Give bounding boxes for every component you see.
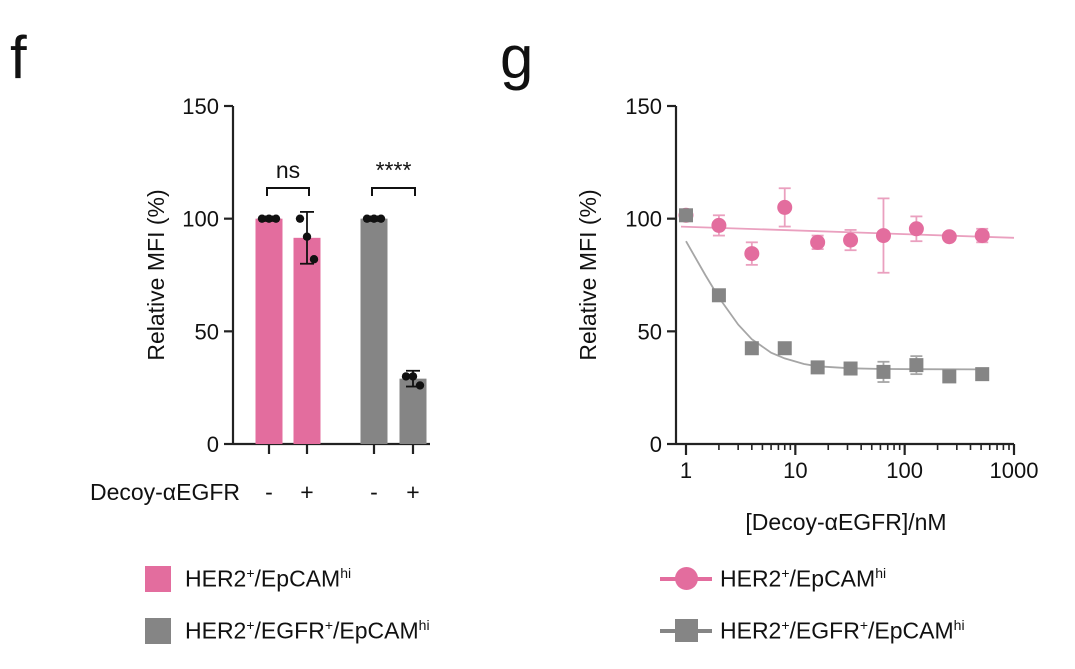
- legend-f-item-1: HER2+/EpCAMhi: [145, 565, 351, 593]
- legend-g-item-1: HER2+/EpCAMhi: [660, 565, 886, 593]
- fit-curve: [680, 225, 1015, 239]
- data-point: [401, 372, 411, 381]
- x-tick-label: 1: [680, 458, 692, 483]
- scatter-chart-panel-g: 0 50 100 150 Relative MFI (%) 1 10 100 1000 [Deco…: [575, 94, 1038, 535]
- legend-g-item-2: HER2+/EGFR+/EpCAMhi: [660, 617, 965, 645]
- data-point-circle: [843, 232, 859, 248]
- data-point-square: [942, 369, 957, 384]
- x-category-label: -: [370, 479, 378, 505]
- y-tick-label: 100: [182, 207, 219, 232]
- legend-f-label-1: HER2+/EpCAMhi: [185, 565, 352, 592]
- y-axis-label: Relative MFI (%): [143, 189, 169, 360]
- bar: [360, 218, 388, 444]
- data-point-circle: [974, 228, 990, 244]
- data-point-square: [975, 367, 990, 382]
- bar: [293, 237, 321, 444]
- data-point: [415, 381, 425, 390]
- significance-bracket: [371, 187, 416, 196]
- y-tick-label: 100: [625, 207, 662, 232]
- bar: [399, 378, 427, 444]
- data-point-square: [876, 364, 891, 379]
- data-point-square: [777, 341, 792, 356]
- data-point-circle: [744, 246, 760, 262]
- panel-f-letter: f: [10, 24, 27, 91]
- bar: [255, 218, 283, 444]
- data-point: [408, 372, 418, 381]
- pink-bar-swatch: [145, 565, 171, 592]
- x-tick-label: 10: [783, 458, 807, 483]
- data-point-square: [711, 288, 726, 303]
- data-point: [369, 214, 379, 223]
- gray-bar-swatch: [145, 617, 171, 644]
- y-tick-label: 150: [182, 94, 219, 119]
- significance-bracket: [266, 187, 310, 196]
- significance-label: ns: [276, 157, 300, 183]
- data-point-circle: [908, 221, 924, 237]
- x-category-label: +: [300, 479, 313, 505]
- data-point-circle: [941, 229, 957, 245]
- data-point-square: [679, 208, 693, 223]
- data-point: [302, 232, 312, 241]
- bar-chart-panel-f: 0 50 100 150 Relative MFI (%) - + - + Decoy-αEGFR…: [90, 94, 430, 505]
- data-point-circle: [875, 228, 891, 244]
- y-tick-label: 50: [195, 319, 219, 344]
- data-point: [257, 214, 267, 223]
- x-category-label: +: [406, 479, 419, 505]
- data-point: [264, 214, 274, 223]
- y-tick-label: 0: [650, 432, 662, 457]
- data-point: [309, 255, 319, 264]
- data-point-square: [810, 360, 825, 375]
- panel-g-letter: g: [500, 24, 533, 91]
- y-axis-label: Relative MFI (%): [575, 189, 601, 360]
- x-axis-label: [Decoy-αEGFR]/nM: [745, 509, 946, 535]
- fit-curve: [685, 240, 983, 371]
- data-point-circle: [777, 199, 793, 215]
- data-point: [295, 214, 305, 223]
- data-point: [362, 214, 372, 223]
- data-point: [376, 214, 386, 223]
- pink-circle-line-swatch: [660, 566, 712, 592]
- y-tick-label: 0: [207, 432, 219, 457]
- data-point-square: [843, 361, 858, 376]
- x-row-label: Decoy-αEGFR: [90, 479, 240, 505]
- gray-square-line-swatch: [660, 618, 712, 644]
- legend-f-label-2: HER2+/EGFR+/EpCAMhi: [185, 617, 430, 644]
- y-tick-label: 50: [638, 319, 662, 344]
- data-point-circle: [810, 234, 826, 250]
- x-tick-label: 100: [886, 458, 923, 483]
- x-tick-label: 1000: [990, 458, 1039, 483]
- x-category-label: -: [265, 479, 273, 505]
- data-point-square: [744, 341, 759, 356]
- legend-f-item-2: HER2+/EGFR+/EpCAMhi: [145, 617, 430, 645]
- significance-label: ****: [376, 157, 412, 183]
- y-tick-label: 150: [625, 94, 662, 119]
- data-point-square: [909, 358, 924, 373]
- legend-g-label-1: HER2+/EpCAMhi: [720, 565, 887, 592]
- data-point-circle: [711, 217, 727, 233]
- data-point: [271, 214, 281, 223]
- legend-g-label-2: HER2+/EGFR+/EpCAMhi: [720, 617, 965, 644]
